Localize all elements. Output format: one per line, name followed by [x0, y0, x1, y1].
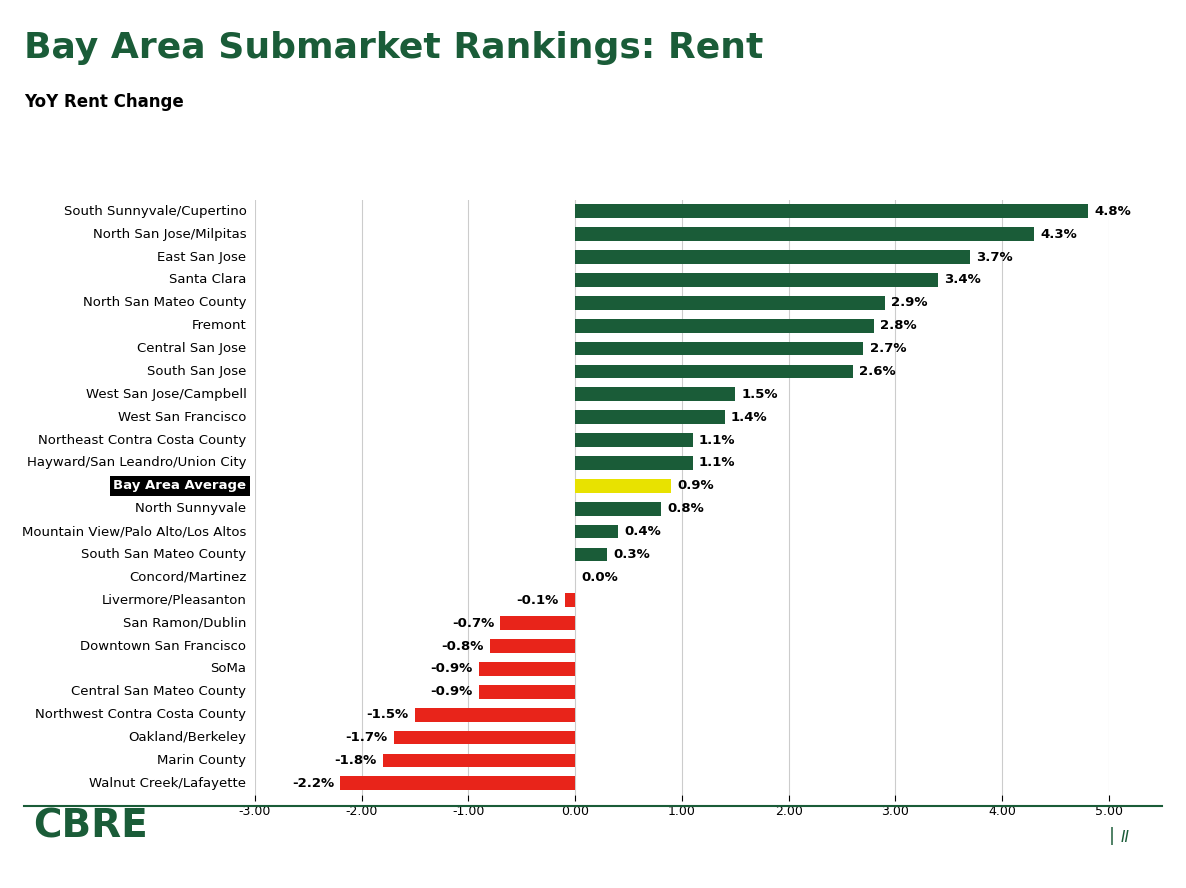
Text: Marin County: Marin County	[158, 754, 247, 767]
Text: |: |	[1109, 828, 1115, 845]
Text: -0.7%: -0.7%	[452, 616, 495, 630]
Bar	[565, 593, 575, 607]
Text: -1.7%: -1.7%	[345, 731, 388, 744]
Text: Central San Jose: Central San Jose	[138, 342, 247, 355]
Text: II: II	[1121, 830, 1130, 845]
Text: 4.3%: 4.3%	[1040, 227, 1077, 241]
Text: San Ramon/Dublin: San Ramon/Dublin	[123, 616, 247, 630]
Text: YoY Rent Change: YoY Rent Change	[24, 93, 184, 111]
Text: -1.5%: -1.5%	[366, 708, 409, 721]
Bar	[575, 342, 863, 355]
Text: Walnut Creek/Lafayette: Walnut Creek/Lafayette	[89, 777, 247, 789]
Text: 1.4%: 1.4%	[731, 410, 767, 424]
Text: 0.3%: 0.3%	[613, 548, 650, 561]
Bar	[575, 227, 1034, 241]
Text: 4.8%: 4.8%	[1093, 205, 1130, 218]
Bar	[575, 456, 693, 470]
Text: -0.9%: -0.9%	[431, 662, 473, 676]
Text: Northeast Contra Costa County: Northeast Contra Costa County	[38, 433, 247, 447]
Text: Livermore/Pleasanton: Livermore/Pleasanton	[102, 594, 247, 607]
Bar	[479, 685, 575, 699]
Text: -2.2%: -2.2%	[292, 777, 334, 789]
Bar	[575, 525, 618, 538]
Text: Oakland/Berkeley: Oakland/Berkeley	[128, 731, 247, 744]
Bar	[575, 250, 970, 264]
Text: 1.1%: 1.1%	[699, 456, 735, 470]
Text: Hayward/San Leandro/Union City: Hayward/San Leandro/Union City	[27, 456, 247, 470]
Bar	[575, 319, 874, 332]
Text: North San Jose/Milpitas: North San Jose/Milpitas	[93, 227, 247, 241]
Bar	[500, 616, 575, 630]
Text: Central San Mateo County: Central San Mateo County	[71, 686, 247, 698]
Text: Downtown San Francisco: Downtown San Francisco	[81, 639, 247, 653]
Bar	[575, 204, 1088, 218]
Text: -1.8%: -1.8%	[334, 754, 377, 767]
Text: 3.7%: 3.7%	[976, 250, 1013, 264]
Bar	[575, 548, 607, 561]
Text: South San Jose: South San Jose	[147, 365, 247, 378]
Text: 3.4%: 3.4%	[944, 274, 981, 287]
Text: East San Jose: East San Jose	[158, 250, 247, 264]
Text: Concord/Martinez: Concord/Martinez	[129, 571, 247, 584]
Text: -0.9%: -0.9%	[431, 686, 473, 698]
Bar	[575, 365, 853, 378]
Text: South San Mateo County: South San Mateo County	[82, 548, 247, 561]
Text: 2.9%: 2.9%	[891, 297, 927, 309]
Text: Santa Clara: Santa Clara	[170, 274, 247, 287]
Text: 0.8%: 0.8%	[667, 503, 703, 515]
Bar	[575, 273, 938, 287]
Bar	[340, 776, 575, 790]
Text: Northwest Contra Costa County: Northwest Contra Costa County	[36, 708, 247, 721]
Text: North San Mateo County: North San Mateo County	[83, 297, 247, 309]
Text: West San Francisco: West San Francisco	[119, 410, 247, 424]
Text: CBRE: CBRE	[33, 807, 148, 845]
Bar	[575, 410, 725, 424]
Text: 0.0%: 0.0%	[581, 571, 618, 584]
Text: 0.4%: 0.4%	[624, 525, 661, 538]
Text: 1.1%: 1.1%	[699, 433, 735, 447]
Text: 2.7%: 2.7%	[869, 342, 906, 355]
Text: Fremont: Fremont	[192, 319, 247, 332]
Text: 1.5%: 1.5%	[741, 388, 778, 400]
Text: -0.8%: -0.8%	[441, 639, 484, 653]
Text: 2.8%: 2.8%	[880, 319, 917, 332]
Text: Mountain View/Palo Alto/Los Altos: Mountain View/Palo Alto/Los Altos	[23, 525, 247, 538]
Text: 0.9%: 0.9%	[677, 480, 714, 492]
Bar	[479, 662, 575, 676]
Text: West San Jose/Campbell: West San Jose/Campbell	[85, 388, 247, 400]
Text: South Sunnyvale/Cupertino: South Sunnyvale/Cupertino	[64, 205, 247, 218]
Bar	[575, 479, 671, 493]
Bar	[394, 731, 575, 744]
Text: Bay Area Submarket Rankings: Rent: Bay Area Submarket Rankings: Rent	[24, 31, 763, 65]
Text: -0.1%: -0.1%	[516, 594, 559, 607]
Bar	[415, 708, 575, 722]
Text: 2.6%: 2.6%	[859, 365, 895, 378]
Text: North Sunnyvale: North Sunnyvale	[135, 503, 247, 515]
Text: Bay Area Average: Bay Area Average	[114, 480, 247, 492]
Bar	[575, 296, 885, 310]
Bar	[575, 433, 693, 447]
Text: SoMa: SoMa	[210, 662, 247, 676]
Bar	[575, 502, 661, 516]
Bar	[383, 754, 575, 767]
Bar	[575, 387, 735, 401]
Bar	[490, 639, 575, 653]
